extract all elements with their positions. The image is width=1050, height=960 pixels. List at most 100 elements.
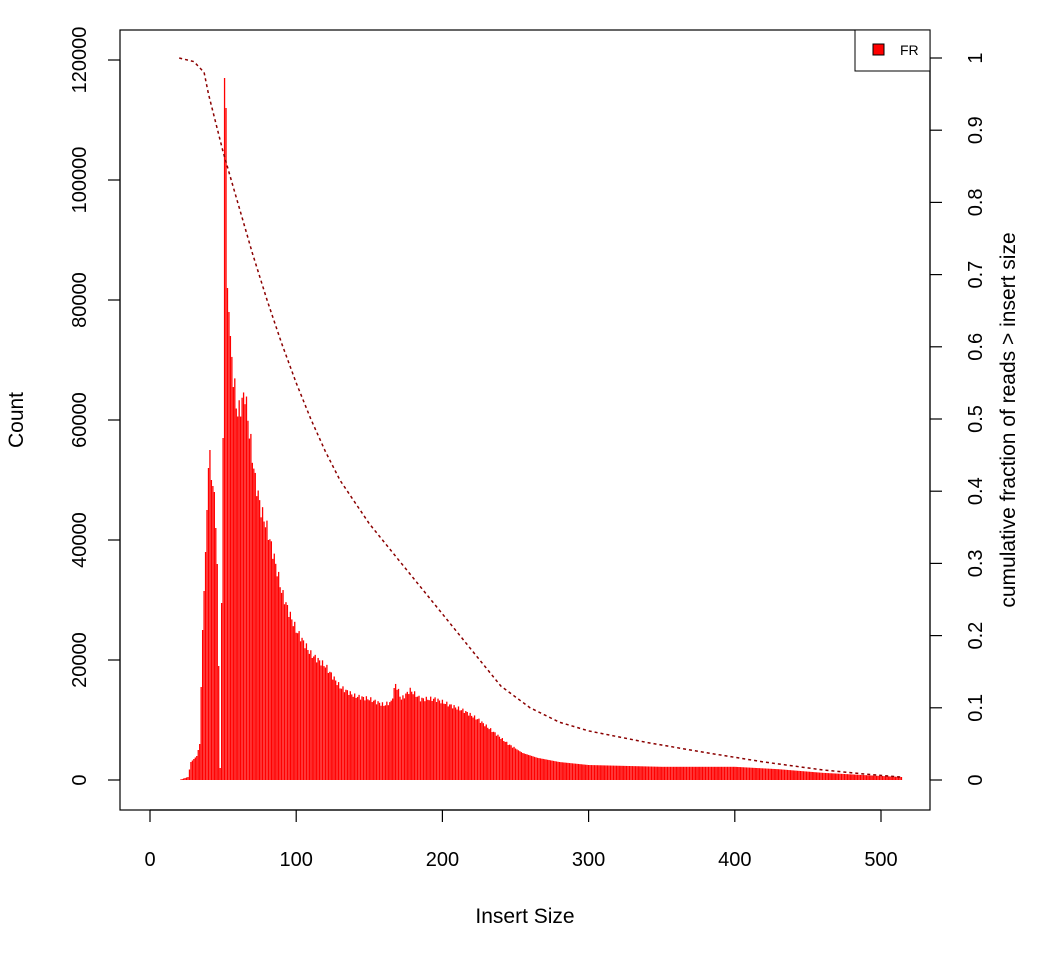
- histogram-bar: [544, 759, 546, 780]
- x-axis-title: Insert Size: [475, 905, 574, 928]
- histogram-bar: [740, 767, 742, 780]
- histogram-bar: [761, 768, 764, 780]
- histogram-bar: [454, 707, 457, 780]
- histogram-bar: [491, 732, 493, 780]
- y2-tick-label: 0.5: [965, 405, 987, 433]
- histogram-bar: [396, 689, 398, 780]
- histogram-bar: [261, 507, 264, 780]
- histogram-bar: [747, 767, 749, 780]
- histogram-bar: [371, 702, 373, 780]
- histogram-bar: [821, 772, 824, 780]
- y2-tick-label: 1: [965, 52, 987, 63]
- histogram-bar: [579, 764, 581, 780]
- histogram-bar: [539, 758, 541, 780]
- histogram-bar: [359, 699, 362, 780]
- legend-box: [854, 29, 931, 72]
- histogram-bar: [753, 767, 755, 780]
- histogram-bar: [450, 704, 452, 780]
- histogram-bar: [510, 745, 512, 780]
- histogram-bar: [643, 766, 645, 780]
- histogram-bar: [321, 660, 324, 780]
- histogram-bar: [814, 772, 816, 780]
- histogram-bar: [247, 420, 249, 780]
- histogram-bar: [383, 705, 385, 780]
- histogram-bar: [355, 697, 357, 780]
- histogram-bar: [637, 766, 639, 780]
- histogram-bar: [253, 468, 255, 780]
- histogram-bar: [858, 774, 860, 780]
- histogram-bar: [846, 774, 849, 780]
- histogram-bar: [251, 462, 253, 780]
- histogram-bar: [400, 699, 403, 780]
- histogram-bar: [503, 741, 505, 780]
- histogram-bar: [485, 724, 487, 780]
- histogram-bar: [701, 766, 704, 780]
- histogram-bar: [457, 706, 460, 780]
- histogram-bar: [238, 400, 240, 780]
- histogram-bar: [593, 765, 596, 780]
- histogram-bar: [722, 766, 724, 780]
- histogram-bar: [864, 775, 866, 780]
- histogram-bar: [380, 705, 382, 780]
- histogram-bar: [883, 776, 885, 780]
- histogram-bar: [694, 766, 696, 780]
- histogram-bar: [228, 312, 230, 780]
- histogram-bar: [842, 773, 844, 780]
- histogram-bar: [661, 766, 663, 780]
- histogram-bar: [182, 778, 185, 780]
- y2-tick-label: 0.6: [965, 333, 987, 361]
- histogram-bar: [896, 776, 898, 780]
- histogram-bar: [772, 768, 774, 780]
- histogram-bar: [215, 528, 217, 780]
- histogram-bar: [845, 774, 847, 780]
- histogram-bar: [887, 776, 889, 780]
- histogram-bar: [773, 768, 775, 780]
- histogram-bar: [688, 766, 691, 780]
- histogram-bar: [297, 633, 299, 780]
- histogram-bar: [327, 672, 330, 780]
- histogram-bar: [514, 748, 517, 780]
- histogram-bar: [509, 744, 511, 780]
- histogram-bar: [699, 766, 701, 780]
- histogram-bar: [624, 765, 626, 780]
- histogram-bar: [210, 480, 213, 780]
- histogram-bar: [418, 695, 420, 780]
- histogram-bar: [516, 749, 518, 780]
- x-tick-label: 300: [572, 849, 605, 871]
- histogram-bar: [314, 654, 316, 780]
- histogram-bar: [665, 766, 667, 780]
- histogram-bar: [330, 672, 332, 780]
- histogram-bar: [444, 704, 446, 780]
- histogram-bar: [601, 765, 603, 780]
- histogram-bar: [704, 766, 707, 780]
- histogram-bar: [362, 696, 365, 780]
- histogram-bar: [301, 637, 303, 780]
- histogram-bar: [288, 616, 290, 780]
- histogram-bar: [839, 773, 841, 780]
- histogram-bar: [408, 694, 410, 780]
- histogram-bar: [324, 667, 327, 780]
- histogram-bar: [358, 694, 360, 780]
- histogram-bar: [715, 766, 717, 780]
- histogram-bar: [475, 719, 477, 780]
- histogram-bar: [367, 699, 369, 780]
- histogram-bar: [580, 764, 582, 780]
- histogram-bar: [419, 701, 422, 780]
- histogram-bar: [340, 688, 343, 780]
- histogram-bar: [551, 760, 553, 780]
- histogram-bar: [571, 763, 574, 780]
- histogram-bar: [337, 682, 340, 780]
- histogram-bar: [816, 772, 818, 780]
- histogram-bar: [218, 666, 220, 780]
- histogram-bar: [185, 777, 188, 780]
- histogram-bar: [827, 773, 830, 780]
- histogram-bar: [397, 688, 400, 780]
- histogram-bar: [631, 766, 634, 780]
- histogram-bar: [481, 721, 483, 780]
- histogram-bar: [438, 700, 441, 780]
- histogram-bar: [636, 766, 638, 780]
- histogram-bar: [568, 763, 571, 780]
- histogram-bar: [778, 769, 780, 780]
- histogram-bar: [370, 697, 372, 780]
- histogram-bar: [285, 602, 287, 780]
